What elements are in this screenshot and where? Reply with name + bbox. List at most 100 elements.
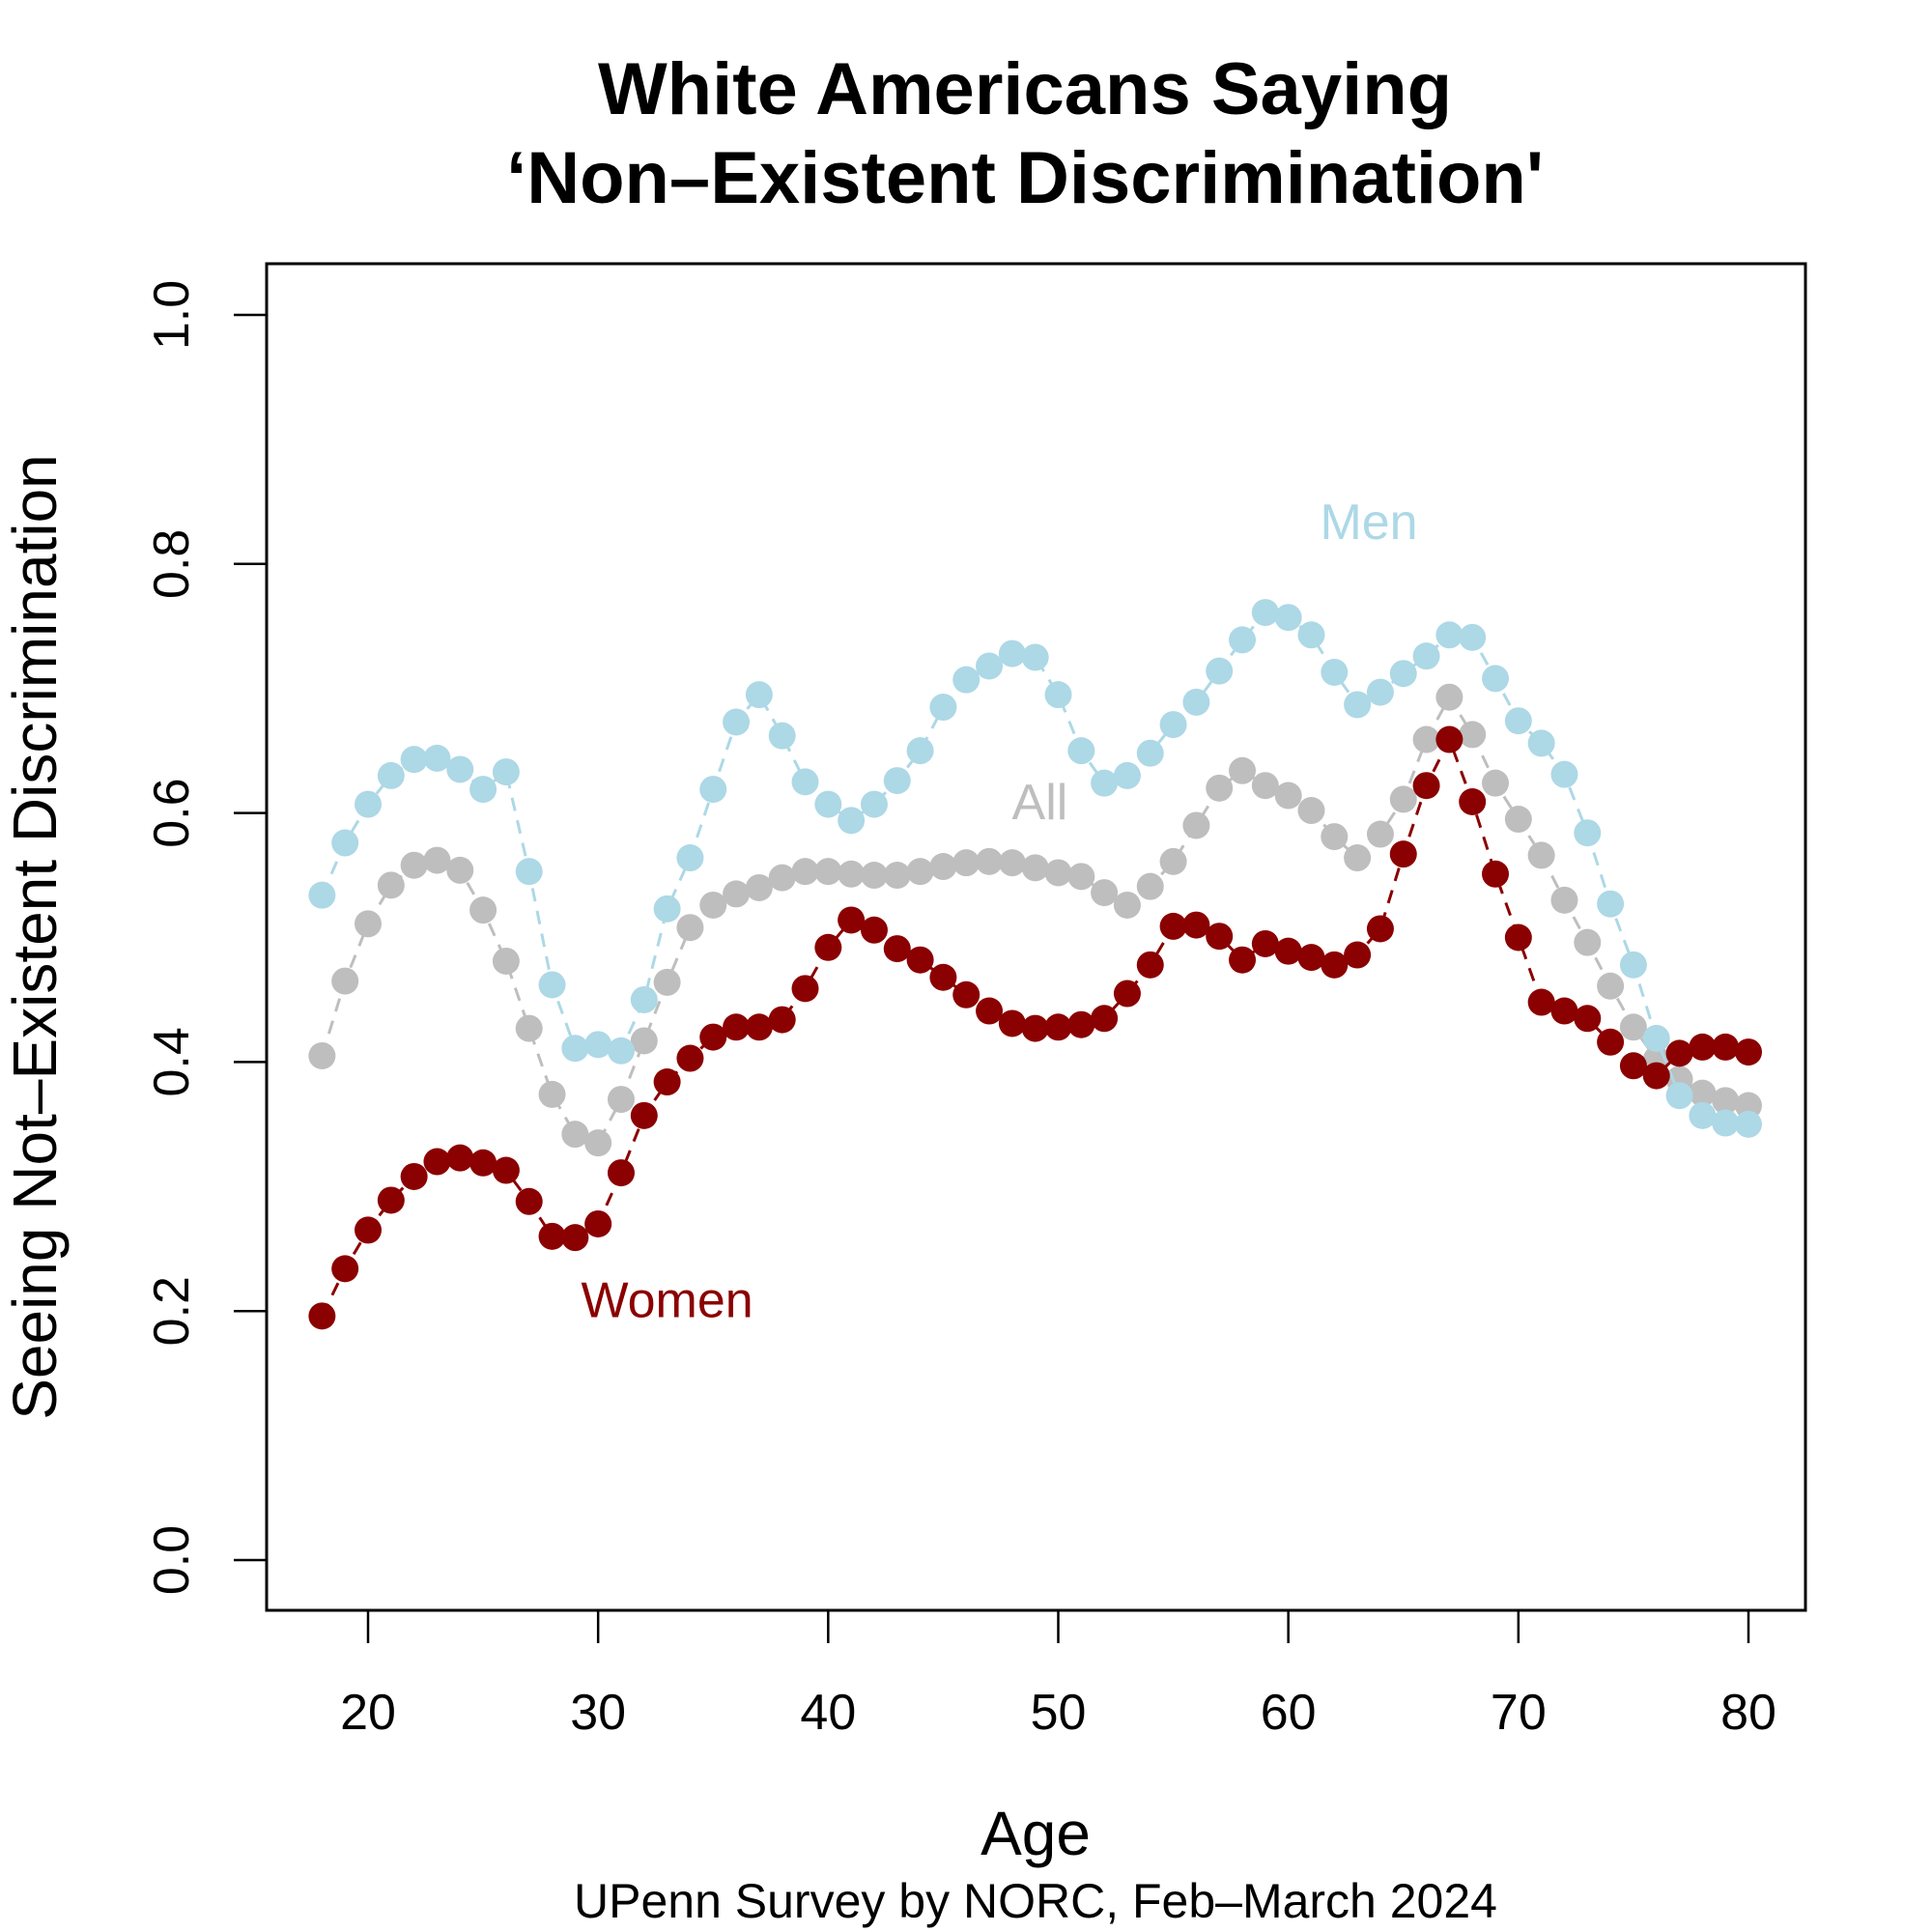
data-point-all <box>676 914 704 942</box>
data-point-men <box>906 737 934 765</box>
data-point-women <box>492 1156 520 1184</box>
x-tick-label: 30 <box>570 1685 626 1741</box>
data-point-men <box>446 755 474 783</box>
data-point-men <box>1297 621 1325 649</box>
data-point-women <box>653 1068 681 1096</box>
data-point-all <box>1251 772 1279 800</box>
data-point-women <box>1229 946 1257 974</box>
data-point-women <box>814 933 842 961</box>
x-tick-label: 80 <box>1720 1685 1776 1741</box>
data-point-women <box>998 1009 1026 1037</box>
y-tick-label: 0.6 <box>144 778 200 847</box>
data-point-all <box>355 910 382 938</box>
data-point-all <box>838 860 866 888</box>
data-point-women <box>561 1224 589 1252</box>
data-point-all <box>929 853 957 881</box>
data-point-women <box>1091 1005 1119 1033</box>
data-point-all <box>1136 872 1164 900</box>
data-point-men <box>952 666 980 694</box>
data-point-men <box>745 681 773 709</box>
data-point-all <box>1735 1092 1762 1120</box>
data-point-women <box>1459 787 1487 815</box>
data-point-men <box>1182 688 1210 716</box>
data-point-men <box>768 722 796 750</box>
data-point-all <box>906 858 934 886</box>
data-point-men <box>676 844 704 872</box>
data-point-men <box>1712 1109 1740 1137</box>
data-point-men <box>814 790 842 818</box>
data-point-women <box>1597 1028 1625 1056</box>
data-point-men <box>607 1037 635 1065</box>
data-point-women <box>883 935 911 963</box>
x-tick-label: 70 <box>1491 1685 1547 1741</box>
y-tick-label: 0.8 <box>144 529 200 599</box>
data-point-all <box>1689 1079 1717 1107</box>
data-point-men <box>1274 604 1302 632</box>
data-point-men <box>400 746 428 774</box>
data-point-men <box>308 881 336 909</box>
data-point-men <box>699 776 727 804</box>
data-point-men <box>1389 660 1417 688</box>
data-point-women <box>1136 951 1164 979</box>
data-point-women <box>791 975 819 1003</box>
data-point-women <box>1297 944 1325 972</box>
data-point-women <box>1344 941 1372 969</box>
data-point-men <box>1021 643 1049 671</box>
data-point-men <box>1619 951 1647 979</box>
data-point-all <box>1435 683 1463 711</box>
data-point-women <box>1067 1010 1095 1038</box>
data-point-all <box>883 862 911 890</box>
data-point-women <box>952 980 980 1009</box>
data-point-women <box>1550 997 1578 1025</box>
data-point-all <box>1021 854 1049 882</box>
data-point-all <box>1712 1087 1740 1115</box>
data-point-all <box>1389 785 1417 813</box>
data-point-men <box>1412 642 1440 670</box>
data-point-all <box>584 1129 612 1157</box>
data-point-all <box>1504 806 1532 834</box>
data-point-women <box>768 1006 796 1034</box>
data-point-all <box>1527 841 1555 869</box>
data-point-men <box>1459 623 1487 651</box>
data-point-women <box>630 1101 658 1129</box>
data-point-all <box>1597 972 1625 1000</box>
data-point-all <box>1321 823 1349 851</box>
data-point-men <box>584 1031 612 1059</box>
data-point-women <box>1689 1033 1717 1061</box>
data-point-women <box>469 1149 497 1177</box>
data-point-men <box>1113 761 1141 789</box>
data-point-women <box>906 946 934 974</box>
series-all <box>308 683 1762 1157</box>
plot-area: 20 30 40 50 60 70 80 0.0 0.2 0.4 0.6 0.8 1.0 Men All Wo… <box>144 262 1807 1741</box>
data-point-women <box>1113 980 1141 1008</box>
data-point-men <box>1206 657 1234 685</box>
series-line-men <box>320 611 1749 1126</box>
data-point-men <box>377 761 405 789</box>
x-tick-label: 60 <box>1261 1685 1317 1741</box>
data-point-men <box>355 790 382 818</box>
data-point-all <box>791 858 819 886</box>
x-tick-label: 20 <box>340 1685 396 1741</box>
series-line-all <box>320 694 1749 1146</box>
y-tick-label: 0.0 <box>144 1525 200 1595</box>
data-point-all <box>630 1027 658 1055</box>
data-point-all <box>1297 797 1325 825</box>
data-point-women <box>838 906 866 934</box>
data-point-women <box>1665 1039 1693 1067</box>
data-point-men <box>1435 621 1463 649</box>
data-point-all <box>952 849 980 877</box>
data-point-men <box>1735 1110 1762 1138</box>
data-point-all <box>1206 774 1234 802</box>
data-point-men <box>860 790 888 818</box>
data-point-women <box>538 1222 566 1250</box>
data-point-men <box>976 652 1004 680</box>
data-point-all <box>1182 811 1210 839</box>
data-point-men <box>331 829 359 857</box>
data-point-men <box>1344 691 1372 719</box>
series-women <box>308 725 1762 1330</box>
data-point-men <box>883 767 911 795</box>
data-point-men <box>1689 1101 1717 1129</box>
data-point-men <box>630 985 658 1013</box>
data-point-men <box>538 971 566 999</box>
data-point-women <box>1482 860 1510 888</box>
